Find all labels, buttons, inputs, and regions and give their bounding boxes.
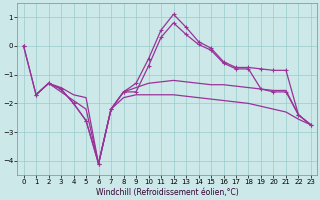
X-axis label: Windchill (Refroidissement éolien,°C): Windchill (Refroidissement éolien,°C): [96, 188, 239, 197]
